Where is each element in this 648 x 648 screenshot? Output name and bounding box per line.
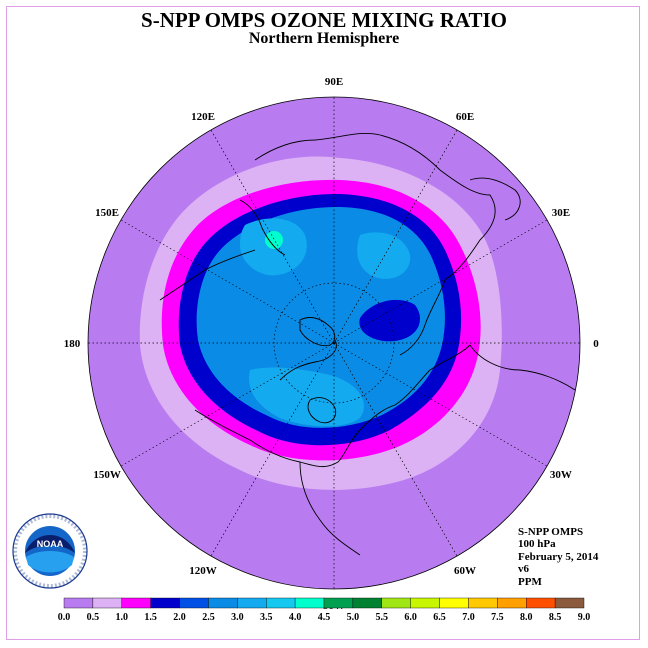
colorbar-cell <box>150 597 180 609</box>
map-title: S-NPP OMPS OZONE MIXING RATIO <box>141 8 507 32</box>
contour-level-3.5 <box>265 231 283 249</box>
colorbar-tick-label: 4.0 <box>289 612 302 623</box>
colorbar-labels: 0.0 0.5 1.0 1.5 2.0 2.5 3.0 3.5 4.0 4.5 5.0 5.5 6.0 6… <box>58 612 591 623</box>
colorbar-cell <box>323 597 354 609</box>
colorbar-cell <box>92 597 122 609</box>
contour-level-2.5-east <box>357 232 411 279</box>
colorbar-cell <box>121 597 151 609</box>
info-line-satellite: S-NPP OMPS <box>518 526 584 538</box>
meridian--150 <box>120 342 335 467</box>
colorbar-cell <box>439 597 469 609</box>
colorbar-tick-label: 7.5 <box>491 612 504 623</box>
meridian-60 <box>333 129 458 344</box>
info-block: S-NPP OMPS 100 hPa February 5, 2014 v6 P… <box>518 526 598 588</box>
colorbar-tick-label: 2.5 <box>202 612 215 623</box>
colorbar-tick-label: 9.0 <box>578 612 591 623</box>
colorbar-tick-label: 4.5 <box>318 612 331 623</box>
longitude-label: 120W <box>189 565 217 577</box>
longitude-label: 150W <box>93 469 121 481</box>
colorbar-tick-label: 1.0 <box>116 612 129 623</box>
colorbar-cell <box>352 597 382 609</box>
longitude-label: 90E <box>325 76 343 88</box>
colorbar-tick-label: 8.0 <box>520 612 533 623</box>
colorbar-tick-label: 6.0 <box>404 612 417 623</box>
longitude-label: 60E <box>456 111 474 123</box>
noaa-logo-text: NOAA <box>37 539 64 549</box>
map-disc-outline <box>87 96 581 590</box>
meridian-lines <box>88 97 580 589</box>
colorbar-tick-label: 5.5 <box>376 612 389 623</box>
info-line-date: February 5, 2014 <box>518 550 599 563</box>
colorbar-tick-label: 1.5 <box>144 612 157 623</box>
colorbar-cell <box>63 597 94 609</box>
colorbar-cell <box>554 597 585 609</box>
longitude-label: 120E <box>191 111 215 123</box>
noaa-logo-bird-icon <box>25 535 75 553</box>
longitude-label: 60W <box>454 565 476 577</box>
colorbar-cell <box>468 597 498 609</box>
colorbar-cell <box>294 597 325 609</box>
meridian-120 <box>210 129 335 344</box>
noaa-logo: NOAA <box>12 513 88 589</box>
info-line-version: v6 <box>518 563 529 576</box>
meridian-30 <box>333 219 548 344</box>
latitude-circle <box>273 282 395 404</box>
colorbar-cell <box>266 597 296 609</box>
colorbar-tick-label: 2.0 <box>173 612 186 623</box>
colorbar-tick-label: 0.5 <box>87 612 100 623</box>
colorbar-cell <box>526 597 556 609</box>
colorbar-tick-label: 3.5 <box>260 612 273 623</box>
colorbar-tick-label: 0.0 <box>58 612 71 623</box>
colorbar-tick-label: 7.0 <box>462 612 475 623</box>
meridian--30 <box>333 342 548 467</box>
info-line-pressure: 100 hPa <box>518 538 556 551</box>
colorbar-cell <box>179 597 209 609</box>
colorbar-tick-label: 3.0 <box>231 612 244 623</box>
longitude-label: 0 <box>593 338 599 350</box>
contour-level-2.5-west <box>249 367 364 427</box>
colorbar-tick-label: 5.0 <box>347 612 360 623</box>
meridian--120 <box>210 342 335 557</box>
colorbar-cell <box>381 597 411 609</box>
info-line-units: PPM <box>518 575 542 588</box>
noaa-logo-wave-icon <box>26 551 74 573</box>
colorbar-tick-label: 6.5 <box>433 612 446 623</box>
map-subtitle: Northern Hemisphere <box>248 30 400 47</box>
meridian-150 <box>120 219 335 344</box>
longitude-label: 30W <box>550 469 572 481</box>
colorbar-tick-label: 8.5 <box>549 612 562 623</box>
noaa-logo-ring <box>13 514 87 588</box>
colorbar-cell <box>208 597 238 609</box>
longitude-label: 180 <box>64 338 81 350</box>
meridian--60 <box>333 342 458 557</box>
colorbar-cell <box>237 597 267 609</box>
longitude-label: 30E <box>552 207 570 219</box>
colorbar-cells <box>63 597 585 609</box>
colorbar-cell <box>410 597 440 609</box>
longitude-labels: 90E60E30E030W60W90W120W150W180150E120E <box>64 76 600 612</box>
coastlines <box>159 132 576 556</box>
longitude-label: 150E <box>95 207 119 219</box>
colorbar-cell <box>497 597 527 609</box>
